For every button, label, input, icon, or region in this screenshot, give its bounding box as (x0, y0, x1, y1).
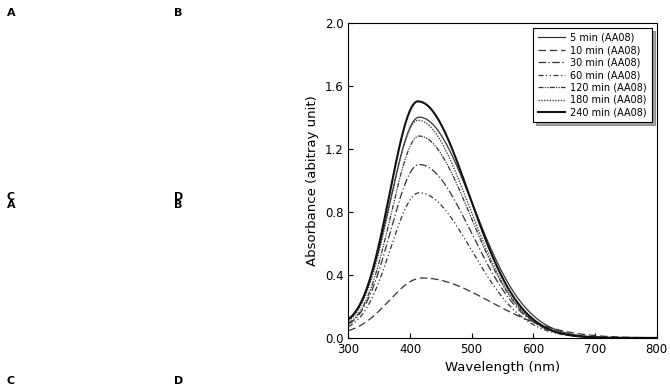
10 min (AA08) (418, 276, 426, 280)
10 min (AA08) (360, 321, 368, 326)
Text: B: B (174, 8, 182, 18)
240 min (AA08) (414, 99, 422, 104)
60 min (AA08) (494, 290, 502, 295)
180 min (AA08) (414, 118, 422, 122)
60 min (AA08) (653, 336, 661, 340)
5 min (AA08) (494, 263, 502, 267)
5 min (AA08) (360, 293, 368, 298)
120 min (AA08) (644, 336, 652, 340)
120 min (AA08) (494, 275, 502, 280)
Text: D: D (174, 192, 184, 202)
Line: 10 min (AA08): 10 min (AA08) (348, 278, 657, 338)
5 min (AA08) (644, 336, 652, 340)
240 min (AA08) (644, 336, 652, 340)
240 min (AA08) (360, 293, 368, 298)
180 min (AA08) (344, 318, 352, 323)
Line: 180 min (AA08): 180 min (AA08) (348, 120, 657, 338)
10 min (AA08) (486, 300, 494, 304)
30 min (AA08) (587, 335, 595, 339)
60 min (AA08) (344, 324, 352, 329)
Text: A: A (7, 200, 15, 210)
240 min (AA08) (587, 335, 595, 339)
120 min (AA08) (587, 335, 595, 339)
180 min (AA08) (587, 335, 595, 339)
120 min (AA08) (415, 134, 423, 138)
5 min (AA08) (587, 334, 595, 339)
5 min (AA08) (415, 115, 423, 119)
240 min (AA08) (653, 336, 661, 340)
5 min (AA08) (653, 336, 661, 340)
Line: 240 min (AA08): 240 min (AA08) (348, 101, 657, 338)
5 min (AA08) (644, 336, 652, 340)
Line: 60 min (AA08): 60 min (AA08) (348, 193, 657, 338)
240 min (AA08) (344, 317, 352, 321)
30 min (AA08) (644, 336, 652, 340)
60 min (AA08) (360, 310, 368, 314)
60 min (AA08) (644, 336, 652, 340)
60 min (AA08) (644, 336, 652, 340)
60 min (AA08) (415, 190, 423, 195)
60 min (AA08) (486, 278, 494, 283)
120 min (AA08) (360, 302, 368, 307)
180 min (AA08) (494, 273, 502, 277)
Text: B: B (174, 200, 182, 210)
5 min (AA08) (344, 316, 352, 321)
10 min (AA08) (644, 335, 652, 340)
Text: D: D (174, 376, 184, 384)
180 min (AA08) (486, 256, 494, 260)
30 min (AA08) (486, 267, 494, 271)
240 min (AA08) (494, 267, 502, 272)
240 min (AA08) (644, 336, 652, 340)
180 min (AA08) (644, 336, 652, 340)
Text: C: C (7, 376, 15, 384)
10 min (AA08) (587, 333, 595, 338)
30 min (AA08) (494, 281, 502, 285)
180 min (AA08) (644, 336, 652, 340)
180 min (AA08) (653, 336, 661, 340)
Text: A: A (7, 8, 15, 18)
120 min (AA08) (653, 336, 661, 340)
30 min (AA08) (644, 336, 652, 340)
30 min (AA08) (360, 305, 368, 309)
10 min (AA08) (644, 335, 652, 340)
10 min (AA08) (653, 336, 661, 340)
120 min (AA08) (486, 259, 494, 263)
120 min (AA08) (344, 321, 352, 325)
240 min (AA08) (486, 249, 494, 253)
30 min (AA08) (344, 322, 352, 326)
180 min (AA08) (360, 296, 368, 301)
X-axis label: Wavelength (nm): Wavelength (nm) (445, 361, 560, 374)
30 min (AA08) (653, 336, 661, 340)
120 min (AA08) (644, 336, 652, 340)
Text: C: C (7, 192, 15, 202)
Line: 120 min (AA08): 120 min (AA08) (348, 136, 657, 338)
10 min (AA08) (494, 304, 502, 308)
30 min (AA08) (415, 162, 423, 167)
10 min (AA08) (344, 328, 352, 333)
Line: 5 min (AA08): 5 min (AA08) (348, 117, 657, 338)
60 min (AA08) (587, 335, 595, 339)
Y-axis label: Absorbance (abitray unit): Absorbance (abitray unit) (306, 95, 319, 266)
Line: 30 min (AA08): 30 min (AA08) (348, 164, 657, 338)
5 min (AA08) (486, 245, 494, 250)
Legend: 5 min (AA08), 10 min (AA08), 30 min (AA08), 60 min (AA08), 120 min (AA08), 180 m: 5 min (AA08), 10 min (AA08), 30 min (AA0… (533, 28, 652, 122)
